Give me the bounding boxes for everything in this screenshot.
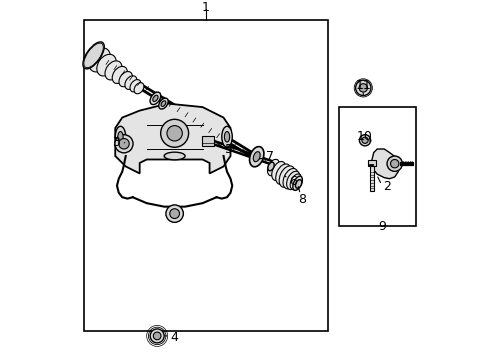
Ellipse shape bbox=[130, 80, 141, 92]
Ellipse shape bbox=[83, 42, 104, 69]
Circle shape bbox=[150, 329, 164, 343]
Polygon shape bbox=[115, 104, 230, 174]
Ellipse shape bbox=[267, 162, 274, 171]
Text: 7: 7 bbox=[265, 150, 273, 163]
Text: 4: 4 bbox=[170, 331, 178, 344]
Ellipse shape bbox=[253, 152, 260, 162]
Text: 10: 10 bbox=[356, 130, 372, 143]
Ellipse shape bbox=[115, 126, 125, 147]
Circle shape bbox=[355, 80, 370, 95]
Ellipse shape bbox=[161, 101, 165, 107]
Text: 11: 11 bbox=[355, 79, 370, 92]
Bar bbox=[367, 160, 375, 166]
Ellipse shape bbox=[295, 180, 301, 188]
Text: 5: 5 bbox=[224, 143, 232, 156]
Circle shape bbox=[169, 209, 179, 219]
Ellipse shape bbox=[164, 152, 185, 160]
Ellipse shape bbox=[275, 164, 290, 184]
Text: 8: 8 bbox=[298, 193, 305, 206]
Ellipse shape bbox=[267, 159, 279, 176]
Ellipse shape bbox=[279, 166, 294, 187]
Circle shape bbox=[386, 156, 402, 171]
Ellipse shape bbox=[118, 131, 123, 142]
Ellipse shape bbox=[97, 54, 116, 76]
Text: 2: 2 bbox=[382, 180, 390, 193]
Ellipse shape bbox=[286, 171, 300, 190]
Circle shape bbox=[390, 159, 398, 168]
Circle shape bbox=[165, 205, 183, 222]
Ellipse shape bbox=[150, 92, 161, 105]
Ellipse shape bbox=[283, 168, 298, 189]
Polygon shape bbox=[370, 149, 399, 179]
Text: 6: 6 bbox=[288, 175, 296, 188]
Text: 9: 9 bbox=[378, 220, 386, 233]
Ellipse shape bbox=[105, 61, 122, 80]
Text: 1: 1 bbox=[202, 1, 209, 14]
Text: 3: 3 bbox=[112, 136, 120, 149]
Circle shape bbox=[361, 137, 367, 143]
Ellipse shape bbox=[119, 72, 132, 87]
Circle shape bbox=[161, 119, 188, 147]
Circle shape bbox=[115, 135, 133, 153]
Circle shape bbox=[119, 139, 129, 149]
Ellipse shape bbox=[271, 162, 285, 181]
Ellipse shape bbox=[224, 131, 229, 142]
Ellipse shape bbox=[249, 147, 264, 167]
Bar bbox=[202, 136, 214, 146]
Bar bbox=[338, 107, 415, 226]
Circle shape bbox=[166, 126, 182, 141]
Bar bbox=[369, 166, 373, 191]
Ellipse shape bbox=[124, 76, 137, 90]
Ellipse shape bbox=[292, 176, 302, 190]
Ellipse shape bbox=[112, 66, 127, 84]
Ellipse shape bbox=[222, 126, 232, 147]
Circle shape bbox=[153, 332, 161, 340]
Ellipse shape bbox=[152, 95, 158, 102]
Bar bbox=[83, 20, 327, 331]
Ellipse shape bbox=[88, 48, 110, 72]
Ellipse shape bbox=[289, 174, 301, 190]
Ellipse shape bbox=[159, 98, 168, 109]
Circle shape bbox=[358, 84, 366, 92]
Circle shape bbox=[359, 135, 370, 146]
Ellipse shape bbox=[134, 83, 143, 94]
